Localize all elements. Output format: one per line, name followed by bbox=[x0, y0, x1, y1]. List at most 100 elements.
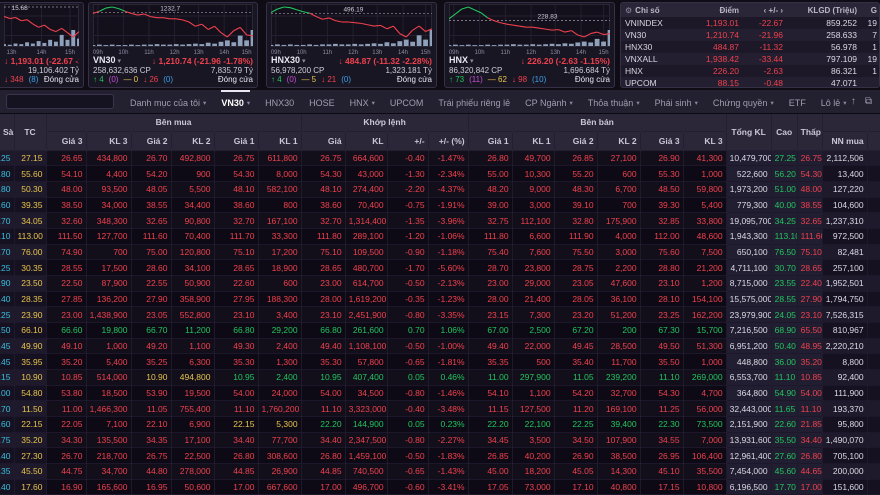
cell-khop-gia[interactable]: 23.00 bbox=[301, 275, 346, 292]
cell-khop-gia[interactable]: 28.65 bbox=[301, 259, 346, 276]
cell-mua-kl2[interactable]: 6,900 bbox=[171, 416, 215, 433]
cell-san[interactable]: 3.45 bbox=[0, 353, 15, 370]
cell-mua-kl2[interactable]: 19,500 bbox=[171, 385, 215, 402]
cell-ban-kl2[interactable]: 39,400 bbox=[597, 416, 641, 433]
cell-mua-gia3[interactable]: 35.20 bbox=[46, 353, 87, 370]
cell-mua-gia1[interactable]: 54.30 bbox=[214, 165, 259, 182]
cell-mua-gia1[interactable]: 32.70 bbox=[214, 212, 259, 229]
cell-tc[interactable]: 55.60 bbox=[14, 165, 47, 182]
cell-thap[interactable]: 54.00 bbox=[797, 385, 823, 402]
cell-nn-mua[interactable]: 151,600 bbox=[822, 479, 868, 495]
cell-thap[interactable]: 111.60 bbox=[797, 228, 823, 245]
cell-ban-gia3[interactable]: 28.10 bbox=[640, 291, 684, 308]
cell-ban-gia3[interactable]: 49.50 bbox=[640, 338, 684, 355]
cell-mua-kl3[interactable]: 17,500 bbox=[86, 259, 132, 276]
cell-cao[interactable]: 34.25 bbox=[771, 212, 798, 229]
cell-san[interactable]: 1.70 bbox=[0, 212, 15, 229]
index-name[interactable]: VNINDEX bbox=[621, 17, 687, 29]
cell-khop-change-pct[interactable]: -1.91% bbox=[428, 197, 469, 214]
cell-mua-gia3[interactable]: 28.55 bbox=[46, 259, 87, 276]
cell-cao[interactable]: 56.20 bbox=[771, 165, 798, 182]
cell-mua-kl3[interactable]: 348,300 bbox=[86, 212, 132, 229]
cell-ban-gia1[interactable]: 34.45 bbox=[468, 432, 513, 449]
cell-tc[interactable]: 23.50 bbox=[14, 275, 47, 292]
cell-mua-gia2[interactable]: 38.55 bbox=[131, 197, 172, 214]
cell-ban-kl2[interactable]: 38,500 bbox=[597, 447, 641, 464]
cell-mua-gia2[interactable]: 49.20 bbox=[131, 338, 172, 355]
index-row-hnx[interactable]: HNX 226.20 -2.63 86.321 1 bbox=[621, 65, 879, 77]
cell-tc[interactable]: 76.00 bbox=[14, 244, 47, 261]
cell-ban-gia3[interactable]: 35.50 bbox=[640, 353, 684, 370]
cell-tong-kl[interactable]: 13,931,600 bbox=[726, 432, 772, 449]
cell-cao[interactable]: 22.60 bbox=[771, 416, 798, 433]
cell-ban-gia1[interactable]: 45.00 bbox=[468, 463, 513, 480]
cell-san[interactable]: 2.35 bbox=[0, 463, 15, 480]
cell-mua-kl3[interactable]: 34,000 bbox=[86, 197, 132, 214]
cell-khop-change-pct[interactable]: -1.06% bbox=[428, 228, 469, 245]
cell-mua-kl3[interactable]: 135,500 bbox=[86, 432, 132, 449]
cell-mua-gia2[interactable]: 54.20 bbox=[131, 165, 172, 182]
cell-thap[interactable]: 44.65 bbox=[797, 463, 823, 480]
cell-mua-gia2[interactable]: 66.70 bbox=[131, 322, 172, 339]
cell-ban-kl1[interactable]: 49,700 bbox=[512, 150, 555, 167]
cell-mua-gia2[interactable]: 26.70 bbox=[131, 150, 172, 167]
tab-hose[interactable]: HOSE bbox=[309, 90, 335, 113]
col-klgd[interactable]: KLGD (Triệu) bbox=[787, 3, 861, 17]
cell-thap[interactable]: 22.40 bbox=[797, 275, 823, 292]
cell-mua-gia1[interactable]: 26.75 bbox=[214, 150, 259, 167]
cell-thap[interactable]: 26.75 bbox=[797, 150, 823, 167]
cell-mua-kl2[interactable]: 50,600 bbox=[171, 479, 215, 495]
cell-nn-mua[interactable]: 82,481 bbox=[822, 244, 868, 261]
tab-upcom[interactable]: UPCOM bbox=[390, 90, 424, 113]
cell-ban-kl2[interactable]: 11,700 bbox=[597, 353, 641, 370]
cell-ban-kl1[interactable]: 6,600 bbox=[512, 228, 555, 245]
cell-mua-gia3[interactable]: 26.65 bbox=[46, 150, 87, 167]
cell-ban-gia2[interactable]: 28.05 bbox=[554, 291, 598, 308]
index-name[interactable]: VN30 ▾ bbox=[93, 56, 122, 66]
cell-ban-kl3[interactable]: 73,500 bbox=[683, 416, 727, 433]
cell-mua-kl2[interactable]: 120,800 bbox=[171, 244, 215, 261]
cell-ban-kl2[interactable]: 107,900 bbox=[597, 432, 641, 449]
search-input[interactable] bbox=[6, 94, 114, 109]
cell-ban-kl3[interactable]: 154,100 bbox=[683, 291, 727, 308]
cell-tong-kl[interactable]: 650,100 bbox=[726, 244, 772, 261]
cell-thap[interactable]: 75.10 bbox=[797, 244, 823, 261]
cell-ban-kl3[interactable]: 56,000 bbox=[683, 400, 727, 417]
cell-ban-gia1[interactable]: 28.70 bbox=[468, 259, 513, 276]
cell-mua-kl3[interactable]: 87,900 bbox=[86, 275, 132, 292]
cell-mua-kl3[interactable]: 93,500 bbox=[86, 181, 132, 198]
cell-ban-gia3[interactable]: 23.10 bbox=[640, 275, 684, 292]
cell-ban-kl3[interactable]: 59,800 bbox=[683, 181, 727, 198]
cell-tc[interactable]: 27.15 bbox=[14, 150, 47, 167]
cell-ban-kl2[interactable]: 175,900 bbox=[597, 212, 641, 229]
cell-mua-kl3[interactable]: 700 bbox=[86, 244, 132, 261]
cell-thap[interactable]: 38.55 bbox=[797, 197, 823, 214]
col-mua-gia1[interactable]: Giá 1 bbox=[214, 131, 259, 151]
cell-san[interactable]: 1.50 bbox=[0, 322, 15, 339]
cell-san[interactable]: 6.45 bbox=[0, 338, 15, 355]
cell-nn-mua[interactable]: 972,500 bbox=[822, 228, 868, 245]
cell-ban-gia3[interactable]: 11.25 bbox=[640, 400, 684, 417]
cell-khop-change[interactable]: -0.80 bbox=[387, 385, 429, 402]
cell-thap[interactable]: 11.10 bbox=[797, 400, 823, 417]
cell-san[interactable]: 1.80 bbox=[0, 165, 15, 182]
cell-tc[interactable]: 34.05 bbox=[14, 212, 47, 229]
index-name[interactable]: HNX30 ▾ bbox=[271, 56, 306, 66]
cell-ban-gia1[interactable]: 17.05 bbox=[468, 479, 513, 495]
cell-tong-kl[interactable]: 7,216,500 bbox=[726, 322, 772, 339]
col-cao[interactable]: Cao bbox=[771, 114, 798, 151]
cell-ban-gia1[interactable]: 11.00 bbox=[468, 369, 513, 386]
cell-ban-gia1[interactable]: 48.20 bbox=[468, 181, 513, 198]
cell-ban-kl1[interactable]: 7,300 bbox=[512, 306, 555, 323]
cell-ban-kl1[interactable]: 22,100 bbox=[512, 416, 555, 433]
cell-tc[interactable]: 54.80 bbox=[14, 385, 47, 402]
cell-ban-gia2[interactable]: 11.20 bbox=[554, 400, 598, 417]
cell-mua-kl3[interactable]: 1,438,900 bbox=[86, 306, 132, 323]
cell-tong-kl[interactable]: 15,575,000 bbox=[726, 291, 772, 308]
cell-tong-kl[interactable]: 779,300 bbox=[726, 197, 772, 214]
cell-ban-kl3[interactable]: 51,300 bbox=[683, 338, 727, 355]
cell-ban-gia2[interactable]: 23.20 bbox=[554, 306, 598, 323]
cell-ban-kl3[interactable]: 4,700 bbox=[683, 385, 727, 402]
col-khop-kl[interactable]: KL bbox=[345, 131, 388, 151]
cell-thap[interactable]: 48.95 bbox=[797, 338, 823, 355]
